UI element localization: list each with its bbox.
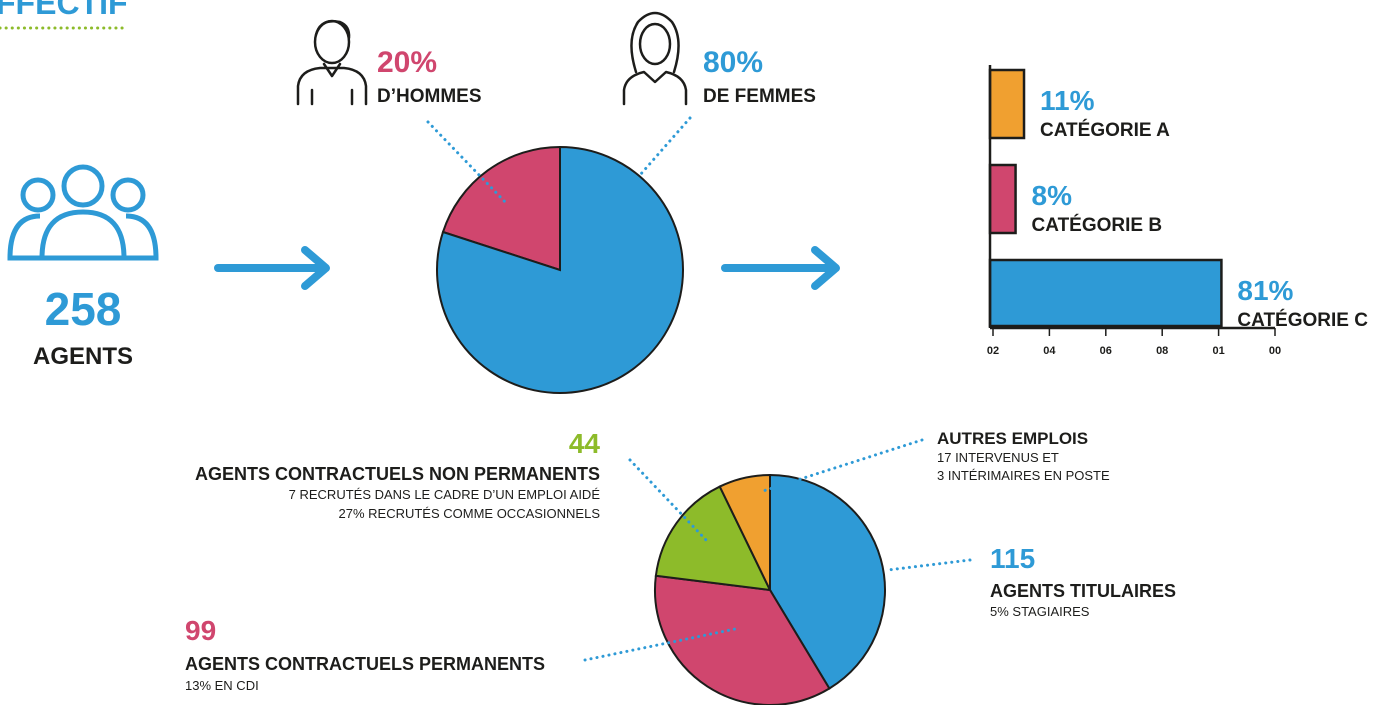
people-icon (7, 164, 159, 261)
x-tick-label: 06 (1100, 345, 1112, 357)
value-label: 11% (1040, 85, 1095, 116)
category-label: D’HOMMES (377, 86, 482, 107)
arrow (214, 246, 330, 290)
x-tick-label: 02 (987, 345, 999, 357)
category-label: CATÉGORIE A (1040, 119, 1170, 141)
value-label: 115 (990, 543, 1035, 574)
value-label: 81% (1237, 275, 1293, 306)
pie-slice (436, 145, 684, 394)
agents-label: AGENTS (33, 343, 133, 370)
value-label: 99 (185, 615, 216, 646)
man-icon (296, 19, 368, 106)
woman-icon (622, 11, 688, 106)
pie-slice (654, 485, 772, 592)
bar (988, 258, 1223, 328)
value-label: 44 (569, 428, 601, 459)
category-label: AGENTS TITULAIRES (990, 581, 1176, 601)
x-tick-label: 04 (1043, 345, 1056, 357)
bar (988, 68, 1026, 140)
leader-lines (426, 116, 972, 662)
note: 17 INTERVENUS ET (937, 450, 1059, 465)
category-label: CATÉGORIE B (1032, 214, 1163, 236)
pie-slice (654, 574, 831, 705)
arrow (721, 246, 840, 290)
value-label: 20% (377, 46, 437, 79)
value-label: 80% (703, 46, 763, 79)
agents-count: 258 (45, 283, 122, 335)
pie-slice (718, 473, 771, 591)
note: 13% EN CDI (185, 678, 259, 693)
category-label: DE FEMMES (703, 86, 816, 107)
note: 5% STAGIAIRES (990, 604, 1090, 619)
x-tick-label: 00 (1269, 345, 1281, 357)
x-tick-label: 08 (1156, 345, 1168, 357)
category-label: AGENTS CONTRACTUELS NON PERMANENTS (195, 464, 600, 484)
note: 3 INTÉRIMAIRES EN POSTE (937, 468, 1110, 483)
x-tick-label: 01 (1212, 345, 1224, 357)
note: 27% RECRUTÉS COMME OCCASIONNELS (339, 506, 601, 521)
header-title: FFECTIF (0, 0, 128, 21)
bar (988, 163, 1017, 235)
note: 7 RECRUTÉS DANS LE CADRE D’UN EMPLOI AID… (289, 487, 601, 502)
category-label: AUTRES EMPLOIS (937, 429, 1088, 448)
pies (436, 145, 886, 705)
category-label: CATÉGORIE C (1237, 309, 1368, 331)
pie-slice (441, 145, 561, 272)
pie-slice (769, 473, 886, 690)
value-label: 8% (1032, 180, 1073, 211)
category-label: AGENTS CONTRACTUELS PERMANENTS (185, 654, 545, 674)
